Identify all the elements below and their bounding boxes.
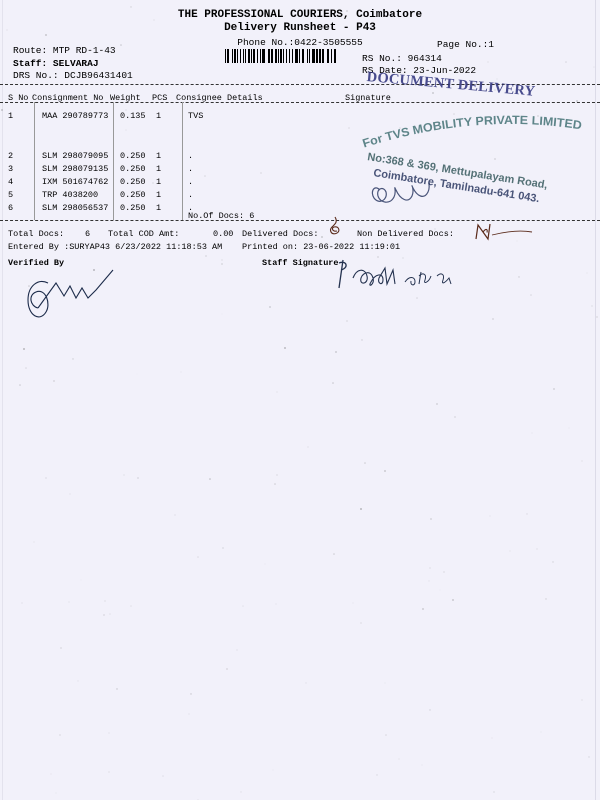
svg-text:For TVS MOBILITY PRIVATE LIMIT: For TVS MOBILITY PRIVATE LIMITED: [361, 113, 583, 151]
